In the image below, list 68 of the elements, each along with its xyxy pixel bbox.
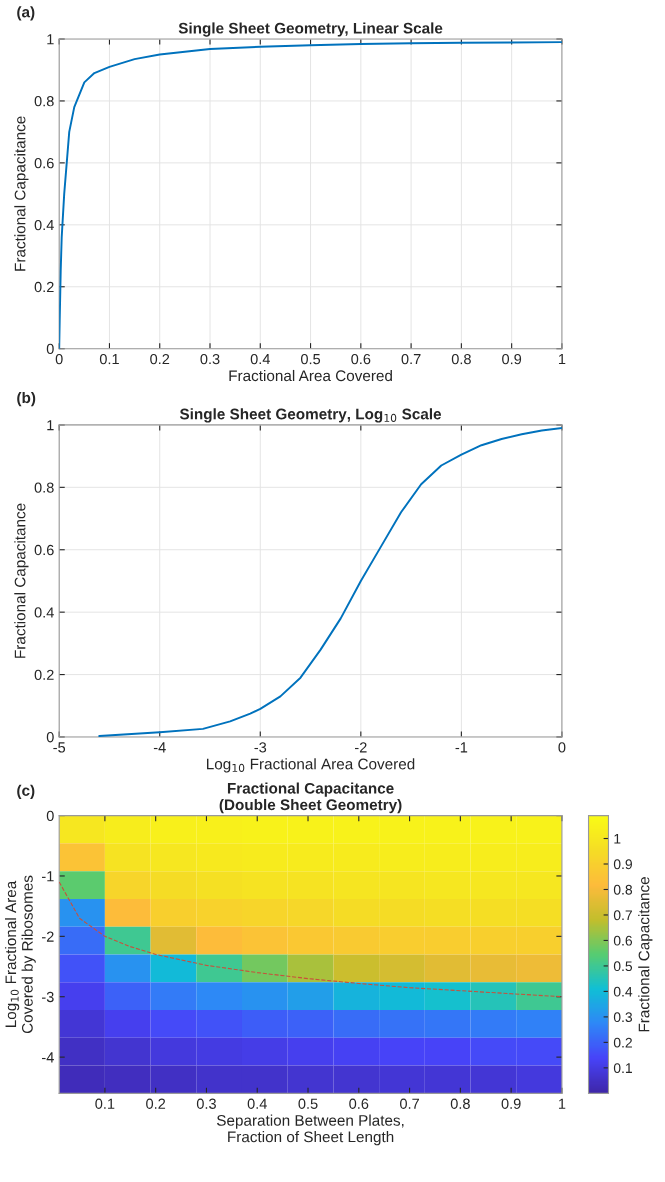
color-bar-title: Fractional Capacitance (638, 877, 653, 1032)
x-tick-label: 0.7 (400, 1098, 419, 1109)
x-tick-label: 0 (558, 742, 566, 753)
text: (b) (17, 391, 36, 407)
x-tick-label: 0.1 (95, 1098, 115, 1109)
x-tick-label: -3 (254, 742, 267, 753)
x-tick-label: 0.8 (451, 353, 471, 365)
x-tick-label: -1 (455, 742, 468, 753)
x-axis-title: Separation Between Plates, Fraction of Sheet Length (216, 1114, 404, 1146)
y-tick-label: 1 (47, 34, 54, 45)
x-tick-label: 0.3 (196, 1098, 216, 1109)
chart-title: Fractional Capacitance (Double Sheet Geometry) (219, 782, 402, 814)
color-bar-label: 0.6 (613, 935, 633, 946)
x-tick-label: 0.8 (450, 1098, 470, 1109)
text: (a) (17, 6, 35, 21)
text: (c) (17, 784, 35, 799)
x-tick-label: 0.6 (351, 353, 371, 365)
color-bar-label: 0.8 (613, 884, 633, 895)
y-tick-label: 0.6 (34, 544, 54, 556)
color-bar-label: 1 (614, 833, 621, 844)
y-tick-label: 0.2 (34, 281, 54, 293)
color-bar-label: 0.3 (613, 1012, 633, 1023)
color-bar-label: 0.7 (613, 910, 632, 921)
y-tick-label: -2 (42, 931, 54, 942)
x-tick-label: -5 (53, 742, 66, 753)
y-tick-label: 0.6 (34, 157, 54, 169)
x-tick-label: 0.2 (146, 1098, 166, 1109)
color-bar-label: 0.9 (613, 859, 632, 870)
y-tick-label: 1 (47, 420, 54, 431)
y-axis-title: Fractional Capacitance (14, 503, 29, 658)
x-tick-label: 0.4 (247, 1098, 267, 1109)
x-tick-label: 0.9 (502, 353, 522, 365)
x-tick-label: -4 (153, 742, 166, 753)
x-axis-title: Log$_{10}$ Fractional Area Covered (207, 758, 415, 773)
y-tick-label: -1 (42, 871, 54, 882)
y-tick-label: -4 (42, 1052, 54, 1063)
y-axis-title: Log$_{10}$ Fractional Area Covered by Ribosomes (4, 875, 36, 1034)
color-bar-label: 0.4 (613, 986, 633, 997)
line-series (59, 881, 562, 998)
y-tick-label: 0 (46, 343, 54, 355)
color-bar-label: 0.2 (613, 1037, 632, 1048)
x-tick-label: 0.7 (401, 353, 421, 365)
y-tick-label: 0 (46, 810, 54, 822)
x-tick-label: 0.5 (298, 1098, 318, 1109)
y-tick-label: 0.8 (34, 96, 54, 107)
color-bar-label: 0.1 (613, 1063, 632, 1074)
x-tick-label: 0.6 (349, 1098, 369, 1109)
x-tick-label: 0.3 (200, 353, 220, 365)
y-axis-title: Fractional Capacitance (14, 116, 29, 271)
chart-title: Single Sheet Geometry, Linear Scale (178, 22, 443, 37)
y-tick-label: 0.4 (34, 607, 54, 618)
x-tick-label: 0.1 (99, 353, 119, 365)
y-tick-label: 0.8 (34, 482, 54, 493)
x-tick-label: 1 (558, 1098, 566, 1109)
y-tick-label: 0.4 (34, 219, 54, 231)
y-tick-label: -3 (42, 991, 54, 1003)
y-tick-label: 0.2 (34, 669, 54, 680)
color-bar-label: 0.5 (613, 961, 633, 972)
x-tick-label: 0.5 (300, 353, 321, 365)
x-tick-label: 0 (55, 353, 63, 365)
x-tick-label: 0.2 (150, 353, 170, 365)
x-tick-label: 1 (558, 354, 566, 365)
x-tick-label: 0.9 (501, 1098, 521, 1109)
chart-title: Single Sheet Geometry, Log$_{10}$ Scale (179, 408, 442, 423)
x-tick-label: -2 (354, 742, 367, 753)
y-tick-label: 0 (46, 732, 54, 743)
x-tick-label: 0.4 (250, 353, 270, 365)
x-axis-title: Fractional Area Covered (229, 369, 392, 382)
